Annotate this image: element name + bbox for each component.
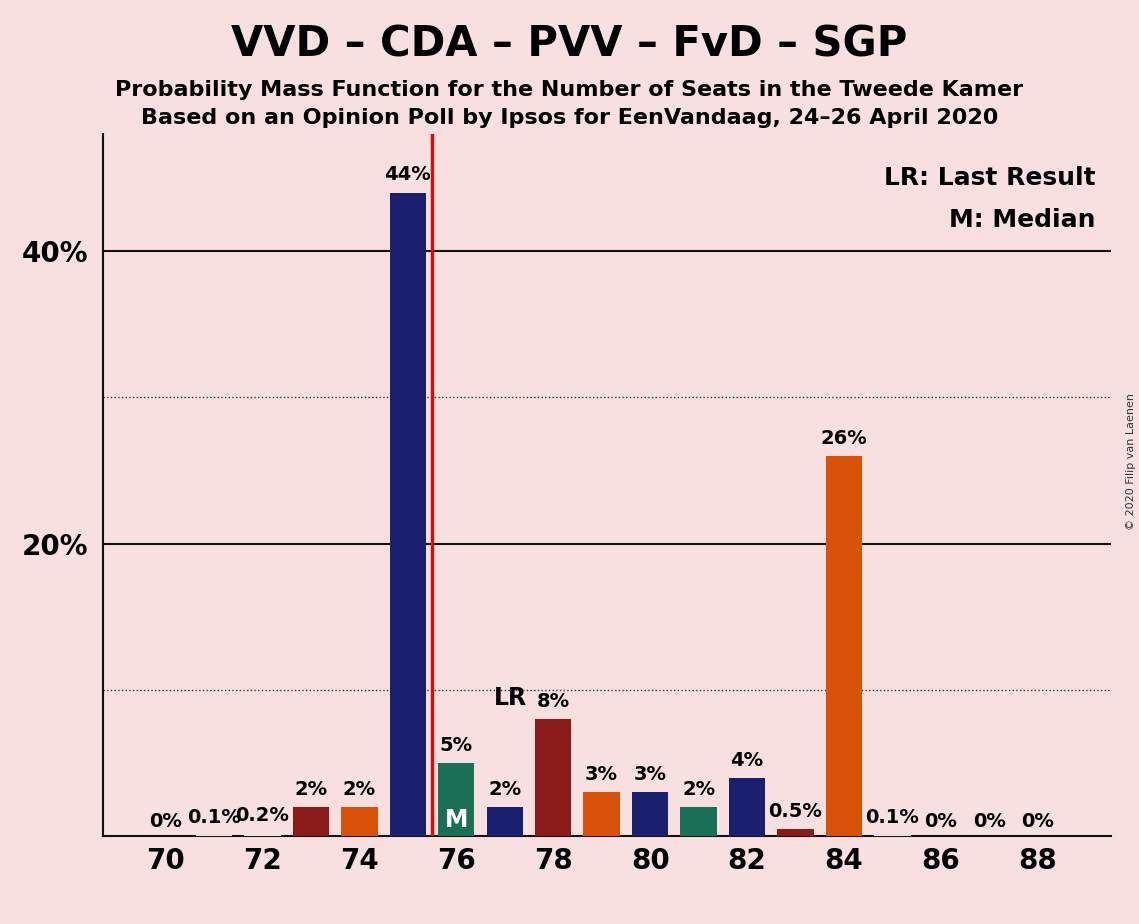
Text: 0%: 0% (1022, 812, 1055, 831)
Text: © 2020 Filip van Laenen: © 2020 Filip van Laenen (1126, 394, 1136, 530)
Text: 0%: 0% (973, 812, 1006, 831)
Bar (680, 807, 716, 836)
Text: 2%: 2% (489, 780, 522, 799)
Text: 0.1%: 0.1% (187, 808, 241, 827)
Text: 0.1%: 0.1% (866, 808, 919, 827)
Bar (729, 778, 765, 836)
Text: 4%: 4% (730, 750, 763, 770)
Text: 3%: 3% (585, 765, 618, 784)
Text: 44%: 44% (385, 165, 432, 185)
Text: LR: Last Result: LR: Last Result (884, 165, 1096, 189)
Text: 8%: 8% (536, 692, 570, 711)
Text: VVD – CDA – PVV – FvD – SGP: VVD – CDA – PVV – FvD – SGP (231, 23, 908, 65)
Bar (535, 719, 572, 836)
Bar (826, 456, 862, 836)
Text: Based on an Opinion Poll by Ipsos for EenVandaag, 24–26 April 2020: Based on an Opinion Poll by Ipsos for Ee… (141, 108, 998, 128)
Text: Probability Mass Function for the Number of Seats in the Tweede Kamer: Probability Mass Function for the Number… (115, 80, 1024, 101)
Text: 26%: 26% (820, 429, 868, 448)
Bar (777, 829, 813, 836)
Bar (486, 807, 523, 836)
Text: 2%: 2% (682, 780, 715, 799)
Text: 2%: 2% (343, 780, 376, 799)
Text: 2%: 2% (294, 780, 327, 799)
Text: 0%: 0% (925, 812, 958, 831)
Bar (196, 834, 232, 836)
Text: LR: LR (493, 687, 526, 711)
Bar (244, 833, 280, 836)
Bar (875, 834, 910, 836)
Text: 3%: 3% (633, 765, 666, 784)
Bar (342, 807, 377, 836)
Text: 0.5%: 0.5% (769, 802, 822, 821)
Text: 0.2%: 0.2% (236, 807, 289, 825)
Text: M: Median: M: Median (949, 208, 1096, 232)
Bar (293, 807, 329, 836)
Bar (632, 793, 669, 836)
Text: 0%: 0% (149, 812, 182, 831)
Text: 5%: 5% (440, 736, 473, 755)
Bar (583, 793, 620, 836)
Bar (439, 763, 475, 836)
Text: M: M (444, 808, 468, 832)
Bar (390, 192, 426, 836)
